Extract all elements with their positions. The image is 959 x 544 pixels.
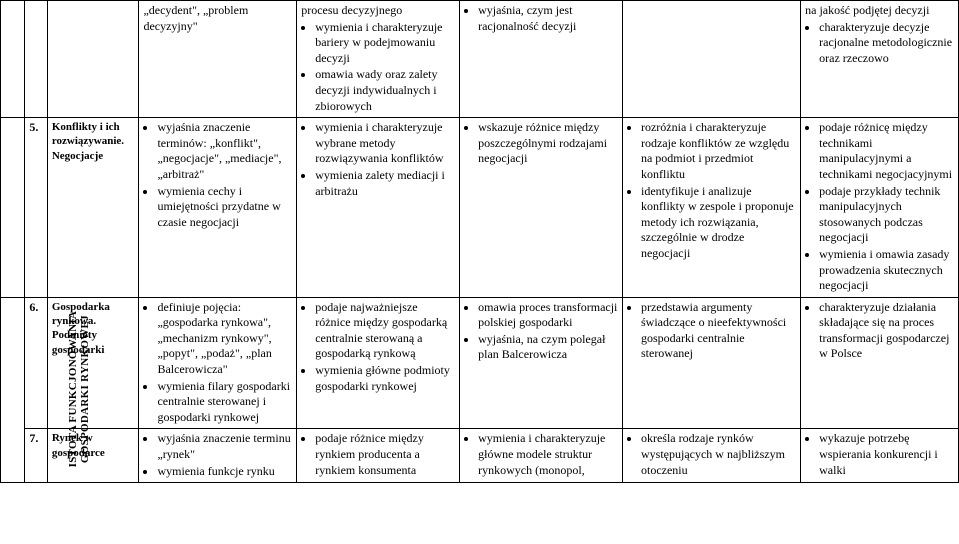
table-row: 7. Rynek w gospodarce wyjaśnia znaczenie…: [1, 429, 959, 483]
section-cell-empty: [1, 118, 25, 298]
col-c2: wymienia i charakteryzuje wybrane metody…: [297, 118, 460, 298]
col-c2: podaje najważniejsze różnice między gosp…: [297, 297, 460, 429]
col-c3: wyjaśnia, czym jest racjonalność decyzji: [460, 1, 623, 118]
col-c1: wyjaśnia znaczenie terminu „rynek" wymie…: [139, 429, 297, 483]
row-topic: Konflikty i ich rozwiązywanie. Negocjacj…: [47, 118, 139, 298]
row-topic: Gospodarka rynkowa. Podmioty gospodarki: [47, 297, 139, 429]
table-row: 5. Konflikty i ich rozwiązywanie. Negocj…: [1, 118, 959, 298]
row-number: 6.: [25, 297, 47, 429]
row-number: [25, 1, 47, 118]
row-number: 5.: [25, 118, 47, 298]
row-number: 7.: [25, 429, 47, 483]
col-c4: [622, 1, 800, 118]
col-c5: wykazuje potrzebę wspierania konkurencji…: [801, 429, 959, 483]
col-c1: „decydent", „problem decyzyjny": [139, 1, 297, 118]
col-c3: omawia proces transformacji polskiej gos…: [460, 297, 623, 429]
row-topic: Rynek w gospodarce: [47, 429, 139, 483]
col-c1: wyjaśnia znaczenie terminów: „konflikt",…: [139, 118, 297, 298]
col-c5: podaje różnicę między technikami manipul…: [801, 118, 959, 298]
cell-text: „decydent", „problem decyzyjny": [143, 3, 248, 33]
col-c5: na jakość podjętej decyzji charakteryzuj…: [801, 1, 959, 118]
col-c4: rozróżnia i charakteryzuje rodzaje konfl…: [622, 118, 800, 298]
col-c1: definiuje pojęcia: „gospodarka rynkowa",…: [139, 297, 297, 429]
row-topic: [47, 1, 139, 118]
col-c4: przedstawia argumenty świadczące o nieef…: [622, 297, 800, 429]
section-cell-empty: [1, 1, 25, 118]
col-c3: wymienia i charakteryzuje główne modele …: [460, 429, 623, 483]
col-c5: charakteryzuje działania składające się …: [801, 297, 959, 429]
curriculum-table: „decydent", „problem decyzyjny" procesu …: [0, 0, 959, 483]
table-row: „decydent", „problem decyzyjny" procesu …: [1, 1, 959, 118]
table-row: ISTOTA FUNKCJONOWANIA GOSPODARKI RYNKOWE…: [1, 297, 959, 429]
col-c2: procesu decyzyjnego wymienia i charakter…: [297, 1, 460, 118]
section-label: ISTOTA FUNKCJONOWANIA GOSPODARKI RYNKOWE…: [1, 297, 25, 483]
col-c3: wskazuje różnice między poszczególnymi r…: [460, 118, 623, 298]
col-c4: określa rodzaje rynków występujących w n…: [622, 429, 800, 483]
col-c2: podaje różnice między rynkiem producenta…: [297, 429, 460, 483]
